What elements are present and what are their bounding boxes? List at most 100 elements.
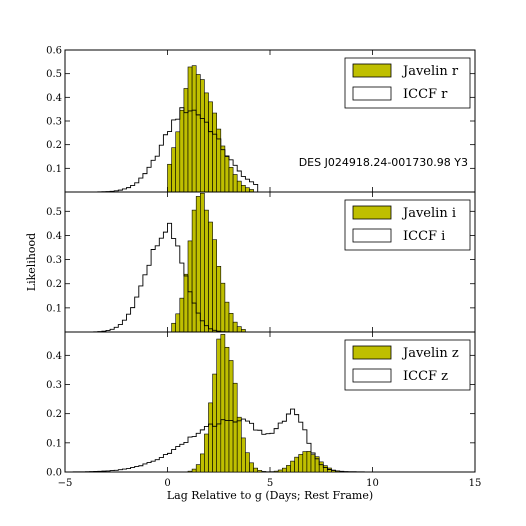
y-tick-label: 0.1 <box>46 303 62 314</box>
javelin-r-bar <box>167 163 172 192</box>
legend-swatch-iccf <box>352 368 392 383</box>
x-tick-label: −5 <box>58 478 73 489</box>
legend-label: ICCF z <box>403 369 448 384</box>
javelin-r-bar <box>204 92 209 192</box>
javelin-r-bar <box>191 65 197 192</box>
y-tick-label: 0.1 <box>46 164 62 175</box>
legend-swatch-iccf <box>352 86 392 101</box>
legend-swatch-javelin <box>352 63 392 78</box>
javelin-r-bar <box>224 156 230 192</box>
javelin-z-bar <box>228 360 234 472</box>
javelin-r-bar <box>183 88 189 192</box>
panel-annotation: DES J024918.24-001730.98 Y3 <box>299 156 468 169</box>
javelin-z-bar <box>200 453 205 472</box>
javelin-i-bar <box>220 282 226 332</box>
javelin-z-bar <box>191 468 197 472</box>
legend-label: ICCF r <box>403 87 448 102</box>
javelin-i-bar <box>200 192 205 332</box>
javelin-z-bar <box>195 464 201 472</box>
y-tick-label: 0.4 <box>46 93 62 104</box>
legend-z: Javelin z ICCF z <box>344 339 471 391</box>
plot-area <box>65 65 475 192</box>
javelin-i-bar <box>195 196 201 332</box>
javelin-z-bar <box>273 470 279 472</box>
javelin-z-bar <box>187 470 193 472</box>
panels: 0.1 0.2 0.3 0.4 0.5 0.6 Javelin r ICCF r DES J02… <box>46 46 481 490</box>
iccf-r-step-line <box>65 107 475 192</box>
y-tick-label: 0.5 <box>46 69 62 80</box>
javelin-i-bar <box>171 322 177 332</box>
y-tick-label: 0.3 <box>46 117 62 128</box>
javelin-i-bar <box>191 209 197 332</box>
legend-swatch-javelin <box>352 205 392 220</box>
javelin-r-bar <box>179 109 185 192</box>
javelin-z-bar <box>298 454 304 472</box>
javelin-r-bar <box>195 74 201 192</box>
y-tick-label: 0.3 <box>46 380 62 391</box>
javelin-z-bar <box>249 462 254 472</box>
y-tick-label: 0.4 <box>46 231 62 242</box>
javelin-r-bar <box>187 66 193 192</box>
panel-r: 0.1 0.2 0.3 0.4 0.5 0.6 Javelin r ICCF r DES J02… <box>46 46 476 193</box>
panel-z: 0.0 0.1 0.2 0.3 0.4 −5 0 5 10 15 Javelin z ICCF z <box>46 331 481 489</box>
javelin-r-bar <box>228 167 234 192</box>
javelin-z-bar <box>322 465 328 472</box>
javelin-z-bar <box>236 416 242 472</box>
javelin-z-bar <box>220 334 226 472</box>
javelin-z-bar <box>224 346 230 472</box>
javelin-z-bar <box>241 437 246 472</box>
y-tick-label: 0.2 <box>46 279 62 290</box>
panel-i: 0.1 0.2 0.3 0.4 0.5 Javelin i ICCF i <box>46 191 476 333</box>
javelin-z-bar <box>294 456 300 472</box>
javelin-i-bar <box>208 221 213 332</box>
javelin-r-bar <box>175 131 181 192</box>
javelin-r-bar <box>212 112 218 192</box>
javelin-r-bar <box>208 101 213 192</box>
legend-swatch-javelin <box>352 345 392 360</box>
x-axis-label: Lag Relative to g (Days; Rest Frame) <box>167 489 373 502</box>
javelin-i-bar <box>232 321 238 332</box>
javelin-z-bar <box>290 460 295 472</box>
javelin-z-bar <box>302 451 308 472</box>
javelin-z-bar <box>281 467 287 472</box>
javelin-i-bar <box>175 313 181 332</box>
javelin-i-bar <box>224 301 230 332</box>
y-tick-label: 0.5 <box>46 207 62 218</box>
javelin-z-bar <box>286 465 291 472</box>
javelin-z-bar <box>245 452 250 472</box>
y-tick-label: 0.1 <box>46 438 62 449</box>
javelin-i-bar <box>216 266 222 332</box>
javelin-i-bar <box>187 240 193 332</box>
iccf-z-step-line <box>65 408 475 472</box>
legend-label: Javelin r <box>401 64 459 79</box>
javelin-i-bar <box>183 273 189 332</box>
y-tick-label: 0.3 <box>46 255 62 266</box>
javelin-r-bar <box>232 174 238 192</box>
x-tick-label: 10 <box>366 478 379 489</box>
y-tick-label: 0.4 <box>46 351 62 362</box>
javelin-r-bar <box>241 185 246 192</box>
javelin-i-bar <box>204 209 209 332</box>
javelin-i-bar <box>241 329 246 332</box>
javelin-i-bar <box>179 297 185 332</box>
javelin-z-bar <box>261 471 267 472</box>
legend-swatch-iccf <box>352 228 392 243</box>
plot-area <box>65 192 475 332</box>
legend-label: Javelin i <box>401 206 456 221</box>
x-tick-label: 0 <box>164 478 170 489</box>
javelin-z-bar <box>277 469 283 472</box>
legend-i: Javelin i ICCF i <box>344 199 471 251</box>
legend-label: ICCF i <box>403 229 445 244</box>
javelin-r-bar <box>216 128 222 192</box>
iccf-i-step-line <box>65 222 475 332</box>
javelin-z-bar <box>212 373 218 472</box>
y-tick-label: 0.2 <box>46 409 62 420</box>
y-tick-label: 0.6 <box>46 46 62 57</box>
javelin-z-bar <box>204 433 209 472</box>
javelin-z-bar <box>257 470 263 472</box>
javelin-r-bar <box>236 180 242 192</box>
javelin-r-bar <box>220 145 226 192</box>
javelin-z-bar <box>318 461 324 472</box>
legend-label: Javelin z <box>401 346 459 361</box>
